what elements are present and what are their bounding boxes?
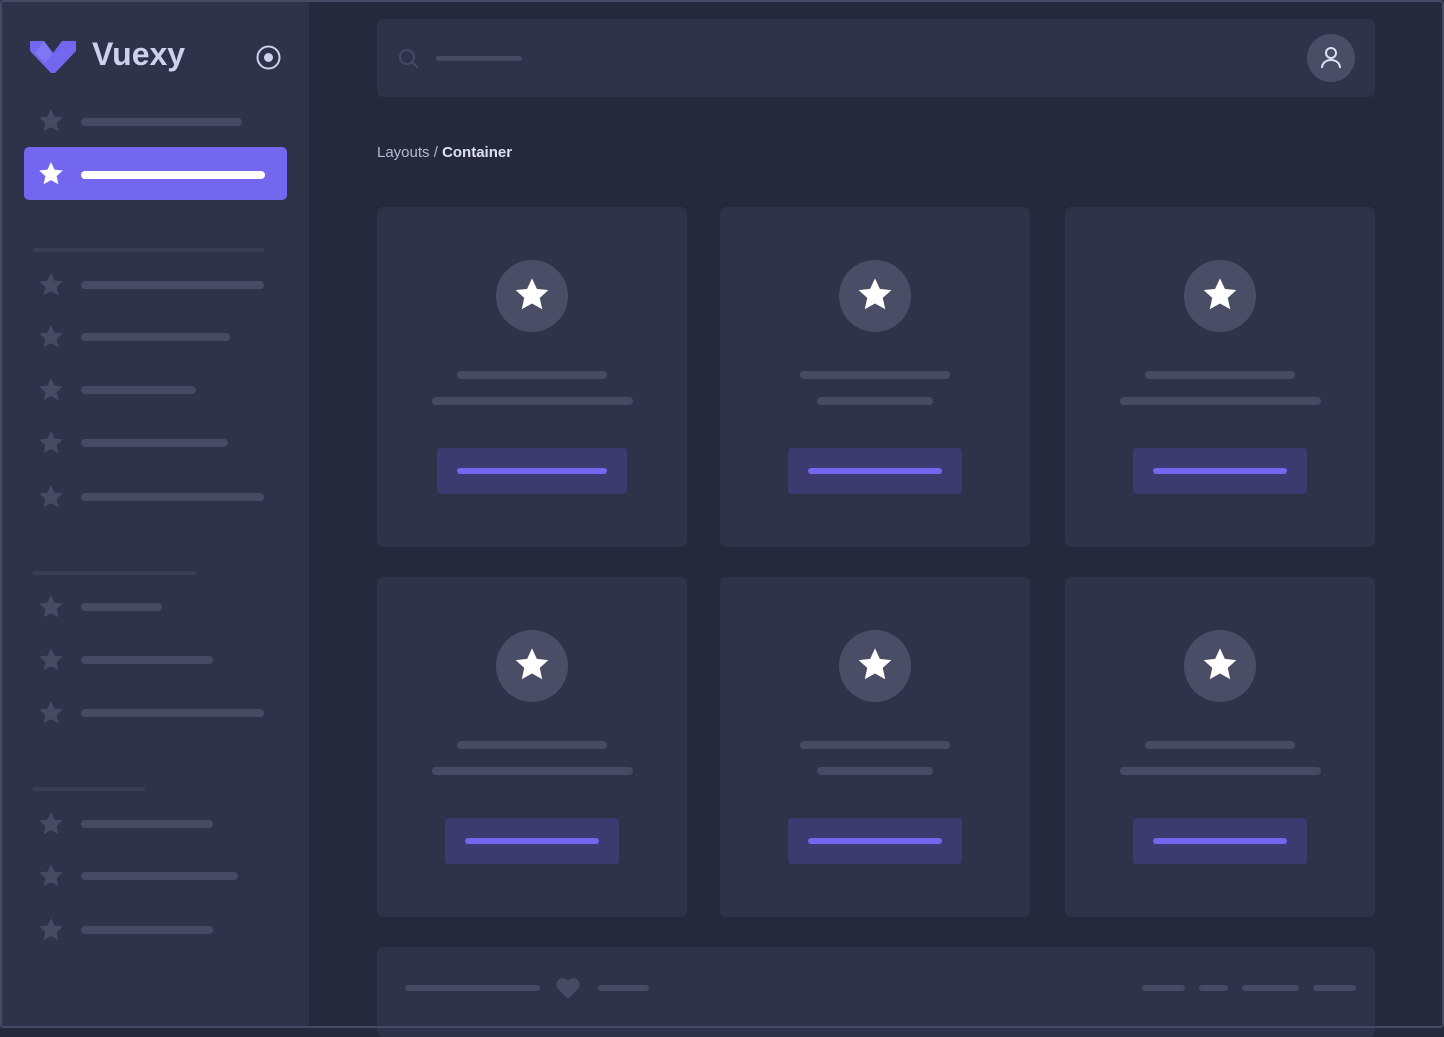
placeholder-bar: [81, 386, 196, 394]
placeholder-bar: [457, 371, 607, 379]
card: [1065, 577, 1375, 917]
star-icon: [39, 595, 63, 618]
star-icon: [39, 109, 63, 132]
placeholder-bar: [81, 439, 228, 447]
placeholder-bar: [81, 656, 213, 664]
placeholder-bar: [1120, 767, 1321, 775]
section-divider: [33, 787, 145, 791]
placeholder-bar: [817, 397, 933, 405]
card: [1065, 207, 1375, 547]
radio-circle-icon[interactable]: [256, 45, 281, 70]
card-button[interactable]: [445, 818, 619, 864]
placeholder-bar: [457, 468, 607, 474]
star-icon: [1203, 648, 1237, 680]
placeholder-bar: [81, 333, 230, 341]
footer-link[interactable]: [1142, 985, 1185, 991]
sidebar-item-active[interactable]: [24, 147, 287, 200]
card-button[interactable]: [788, 448, 962, 494]
card-icon-circle: [839, 260, 911, 332]
breadcrumb-parent[interactable]: Layouts: [377, 144, 430, 161]
star-icon: [39, 701, 63, 724]
star-icon: [858, 278, 892, 310]
placeholder-bar: [81, 709, 264, 717]
card: [377, 207, 687, 547]
placeholder-bar: [81, 493, 264, 501]
card-icon-circle: [496, 630, 568, 702]
card-button[interactable]: [437, 448, 627, 494]
star-icon: [39, 162, 63, 185]
placeholder-bar: [81, 872, 238, 880]
placeholder-bar: [81, 118, 242, 126]
placeholder-bar: [457, 741, 607, 749]
card-button[interactable]: [1133, 448, 1307, 494]
star-icon: [39, 431, 63, 454]
card-icon-circle: [839, 630, 911, 702]
placeholder-bar: [808, 468, 942, 474]
placeholder-bar: [1145, 371, 1295, 379]
vuexy-logo-icon: [30, 41, 76, 73]
star-icon: [858, 648, 892, 680]
star-icon: [39, 378, 63, 401]
star-icon: [39, 485, 63, 508]
placeholder-bar: [800, 741, 950, 749]
footer-link[interactable]: [1313, 985, 1356, 991]
card-button[interactable]: [1133, 818, 1307, 864]
placeholder-bar: [81, 171, 265, 179]
star-icon: [39, 864, 63, 887]
footer: [377, 947, 1375, 1037]
placeholder-bar: [432, 767, 633, 775]
placeholder-bar: [1153, 838, 1287, 844]
placeholder-bar: [800, 371, 950, 379]
placeholder-bar: [465, 838, 599, 844]
star-icon: [39, 648, 63, 671]
card-icon-circle: [1184, 260, 1256, 332]
star-icon: [39, 325, 63, 348]
placeholder-bar: [81, 820, 213, 828]
card: [720, 207, 1030, 547]
heart-icon: [556, 978, 580, 999]
section-divider: [33, 248, 264, 252]
placeholder-bar: [81, 926, 213, 934]
placeholder-bar: [1153, 468, 1287, 474]
placeholder-bar: [1120, 397, 1321, 405]
placeholder-bar: [432, 397, 633, 405]
placeholder-bar: [598, 985, 649, 991]
navbar: [377, 19, 1375, 97]
avatar[interactable]: [1307, 34, 1355, 82]
placeholder-bar: [81, 603, 162, 611]
placeholder-bar: [808, 838, 942, 844]
section-divider: [33, 571, 196, 575]
card-icon-circle: [496, 260, 568, 332]
placeholder-bar: [81, 281, 264, 289]
breadcrumb-current: Container: [442, 144, 513, 161]
search-input[interactable]: [436, 56, 522, 61]
star-icon: [39, 918, 63, 941]
breadcrumb-separator: /: [429, 144, 443, 161]
user-icon: [1321, 47, 1341, 69]
star-icon: [515, 648, 549, 680]
star-icon: [1203, 278, 1237, 310]
card-button[interactable]: [788, 818, 962, 864]
brand-name: Vuexy: [92, 36, 186, 72]
breadcrumb: Layouts / Container: [377, 144, 512, 161]
placeholder-bar: [405, 985, 540, 991]
card: [720, 577, 1030, 917]
card-icon-circle: [1184, 630, 1256, 702]
search-icon[interactable]: [398, 48, 420, 70]
star-icon: [515, 278, 549, 310]
placeholder-bar: [817, 767, 933, 775]
footer-link[interactable]: [1242, 985, 1299, 991]
footer-link[interactable]: [1199, 985, 1228, 991]
placeholder-bar: [1145, 741, 1295, 749]
star-icon: [39, 273, 63, 296]
card: [377, 577, 687, 917]
star-icon: [39, 812, 63, 835]
sidebar: Vuexy: [0, 0, 309, 1028]
